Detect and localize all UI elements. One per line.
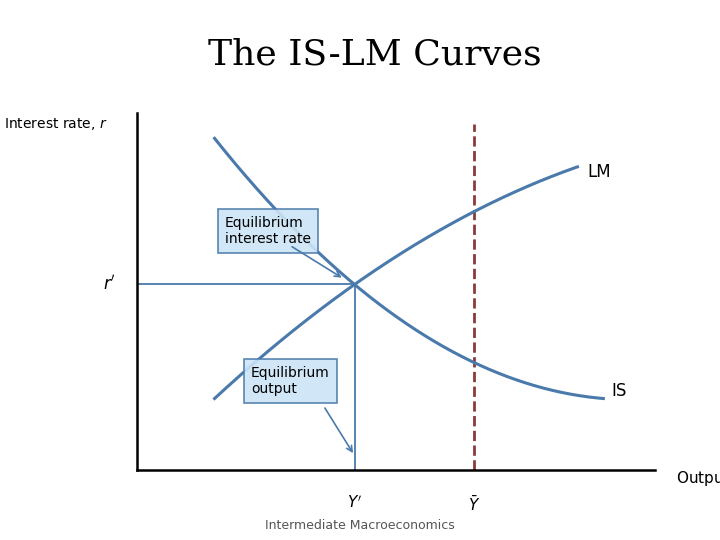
Text: Equilibrium
interest rate: Equilibrium interest rate	[225, 216, 311, 246]
Text: $\bar{Y}$: $\bar{Y}$	[467, 495, 480, 514]
Text: Output, $Y$: Output, $Y$	[676, 469, 720, 488]
Text: Intermediate Macroeconomics: Intermediate Macroeconomics	[265, 519, 455, 532]
Text: The IS-LM Curves: The IS-LM Curves	[207, 38, 541, 72]
Text: LM: LM	[588, 163, 611, 181]
Text: IS: IS	[611, 382, 626, 400]
Text: Equilibrium
output: Equilibrium output	[251, 366, 330, 396]
Text: Interest rate, $r$: Interest rate, $r$	[4, 116, 107, 132]
Text: $r'$: $r'$	[103, 275, 116, 294]
Text: $Y'$: $Y'$	[347, 495, 362, 511]
